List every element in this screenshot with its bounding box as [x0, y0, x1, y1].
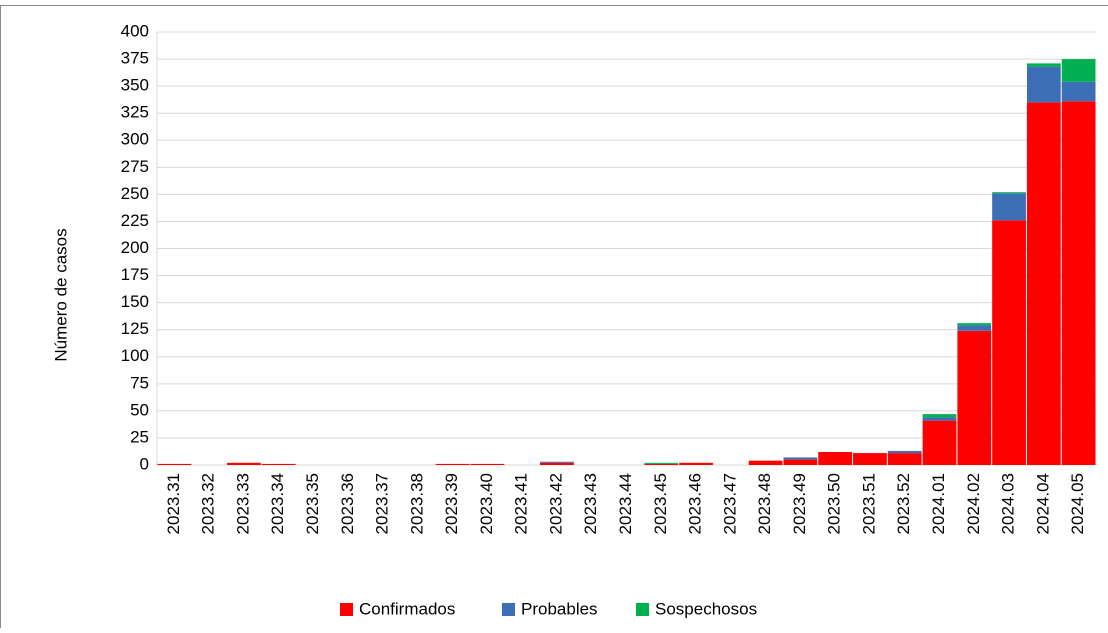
bar-segment: [923, 417, 957, 420]
y-tick-label: 250: [121, 184, 149, 203]
x-tick-label: 2023.44: [616, 473, 635, 534]
x-tick-label: 2024.01: [929, 473, 948, 534]
bar-segment: [644, 464, 678, 465]
x-tick-label: 2023.52: [894, 473, 913, 534]
x-tick-label: 2023.49: [790, 473, 809, 534]
y-tick-label: 50: [130, 400, 149, 419]
bar-segment: [1027, 67, 1061, 103]
y-tick-label: 175: [121, 265, 149, 284]
bar-segment: [471, 464, 505, 465]
bar-segment: [957, 331, 991, 465]
y-tick-label: 0: [140, 454, 149, 473]
x-tick-label: 2024.03: [999, 473, 1018, 534]
bar-segment: [436, 464, 470, 465]
x-tick-label: 2024.04: [1033, 473, 1052, 534]
bar-segment: [1027, 102, 1061, 465]
bar-segment: [923, 414, 957, 417]
bar-segment: [227, 463, 261, 465]
y-tick-label: 275: [121, 157, 149, 176]
bar-segment: [644, 463, 678, 464]
x-tick-label: 2023.32: [199, 473, 218, 534]
bar-segment: [679, 463, 713, 465]
y-tick-label: 100: [121, 346, 149, 365]
x-tick-label: 2023.36: [338, 473, 357, 534]
x-tick-label: 2023.47: [720, 473, 739, 534]
y-tick-label: 25: [130, 427, 149, 446]
bar-segment: [923, 421, 957, 465]
legend-swatch: [636, 603, 649, 616]
y-tick-label: 300: [121, 130, 149, 149]
y-tick-label: 375: [121, 49, 149, 68]
bar-segment: [262, 464, 296, 465]
bar-segment: [749, 461, 783, 465]
bar-segment: [1062, 101, 1096, 465]
x-tick-label: 2023.45: [651, 473, 670, 534]
bar-segment: [888, 453, 922, 465]
bar-segment: [1062, 82, 1096, 101]
y-tick-label: 150: [121, 292, 149, 311]
y-axis-label: Número de casos: [51, 228, 70, 361]
x-tick-label: 2023.40: [477, 473, 496, 534]
x-tick-label: 2023.46: [686, 473, 705, 534]
bar-segment: [992, 193, 1026, 220]
x-tick-label: 2023.35: [303, 473, 322, 534]
y-tick-label: 200: [121, 238, 149, 257]
x-tick-label: 2023.43: [581, 473, 600, 534]
bar-segment: [853, 453, 887, 465]
bar-segment: [818, 452, 852, 465]
bar-segment: [957, 325, 991, 330]
legend-swatch: [340, 603, 353, 616]
y-tick-label: 400: [121, 21, 149, 40]
bar-segment: [1027, 63, 1061, 66]
x-tick-label: 2023.34: [268, 473, 287, 534]
bar-segment: [1062, 59, 1096, 82]
x-tick-label: 2023.38: [407, 473, 426, 534]
x-tick-label: 2023.33: [233, 473, 252, 534]
bar-segment: [992, 220, 1026, 465]
bar-segment: [540, 463, 574, 465]
legend-swatch: [502, 603, 515, 616]
x-tick-label: 2023.42: [546, 473, 565, 534]
y-tick-label: 350: [121, 76, 149, 95]
bar-segment: [540, 462, 574, 463]
y-tick-label: 75: [130, 373, 149, 392]
x-tick-label: 2024.02: [964, 473, 983, 534]
x-tick-label: 2023.39: [442, 473, 461, 534]
y-tick-label: 325: [121, 103, 149, 122]
y-tick-label: 125: [121, 319, 149, 338]
bar-segment: [784, 457, 818, 459]
bar-segment: [784, 460, 818, 465]
x-tick-label: 2023.41: [512, 473, 531, 534]
legend-label: Probables: [521, 599, 598, 618]
x-tick-label: 2024.05: [1068, 473, 1087, 534]
bar-segment: [888, 451, 922, 453]
bar-segment: [957, 323, 991, 325]
legend-label: Confirmados: [359, 599, 455, 618]
x-tick-label: 2023.50: [825, 473, 844, 534]
legend-label: Sospechosos: [655, 599, 757, 618]
bar-segment: [158, 464, 192, 465]
x-tick-label: 2023.37: [373, 473, 392, 534]
x-tick-label: 2023.31: [164, 473, 183, 534]
x-tick-label: 2023.48: [755, 473, 774, 534]
y-tick-label: 225: [121, 211, 149, 230]
bar-segment: [992, 192, 1026, 193]
x-tick-label: 2023.51: [859, 473, 878, 534]
